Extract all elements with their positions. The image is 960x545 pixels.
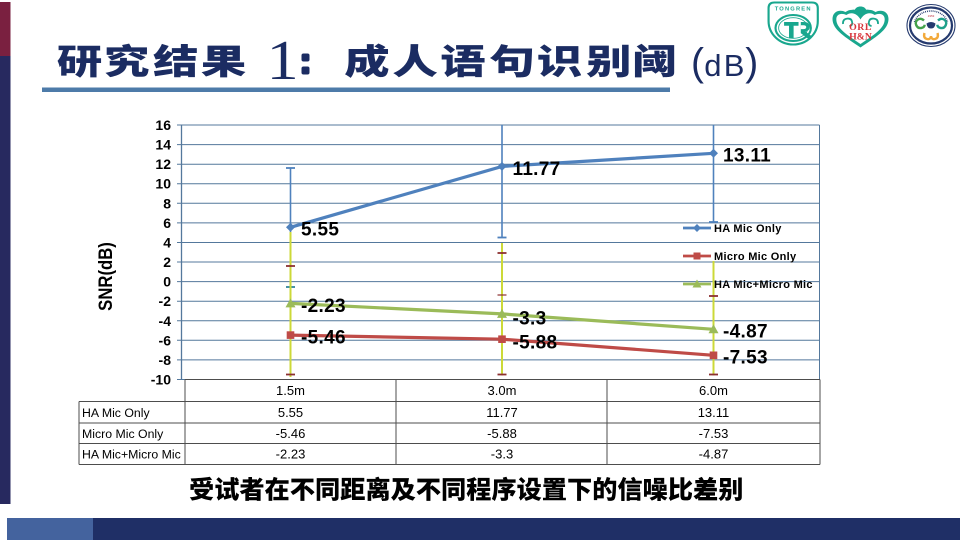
svg-text:-4: -4 xyxy=(159,313,172,329)
svg-text:ORL: ORL xyxy=(849,22,872,33)
svg-text:-5.88: -5.88 xyxy=(513,332,558,353)
svg-text:8: 8 xyxy=(163,195,171,211)
svg-text:-5.46: -5.46 xyxy=(276,426,306,441)
svg-text:-10: -10 xyxy=(151,372,171,388)
svg-text:Micro Mic Only: Micro Mic Only xyxy=(82,427,164,441)
svg-text:3.0m: 3.0m xyxy=(488,383,517,398)
svg-text:Micro Mic Only: Micro Mic Only xyxy=(714,251,797,263)
svg-text:(: ( xyxy=(691,42,704,85)
svg-text:13.11: 13.11 xyxy=(698,405,730,420)
svg-text:14: 14 xyxy=(155,137,171,153)
svg-text:1.5m: 1.5m xyxy=(276,383,305,398)
svg-text:-7.53: -7.53 xyxy=(723,348,768,369)
svg-text:2: 2 xyxy=(163,254,171,270)
svg-text:-5.88: -5.88 xyxy=(487,426,517,441)
svg-text:-7.53: -7.53 xyxy=(699,426,729,441)
svg-text:5.55: 5.55 xyxy=(278,405,303,420)
svg-text:HA Mic Only: HA Mic Only xyxy=(714,223,782,235)
svg-text:H&N: H&N xyxy=(849,32,872,43)
svg-text:1953: 1953 xyxy=(928,14,935,18)
svg-text:12: 12 xyxy=(155,156,171,172)
svg-text:1: 1 xyxy=(267,30,299,92)
svg-text:16: 16 xyxy=(155,117,171,133)
svg-text:-4.87: -4.87 xyxy=(723,322,768,343)
svg-text:-2.23: -2.23 xyxy=(301,296,346,317)
svg-text:11.77: 11.77 xyxy=(486,405,518,420)
svg-text:d: d xyxy=(704,48,721,83)
svg-text:0: 0 xyxy=(163,274,171,290)
svg-text:HA Mic+Micro Mic: HA Mic+Micro Mic xyxy=(714,279,813,291)
svg-text:-2: -2 xyxy=(159,293,172,309)
svg-text:5.55: 5.55 xyxy=(301,220,339,241)
svg-text:13.11: 13.11 xyxy=(723,146,771,167)
svg-text:HA Mic+Micro Mic: HA Mic+Micro Mic xyxy=(82,448,181,462)
svg-text:-2.23: -2.23 xyxy=(276,447,306,462)
svg-text:-4.87: -4.87 xyxy=(699,447,729,462)
svg-text:TONGREN: TONGREN xyxy=(775,7,812,13)
svg-text:-5.46: -5.46 xyxy=(301,328,346,349)
svg-text:4: 4 xyxy=(163,235,171,251)
svg-text:-3.3: -3.3 xyxy=(513,308,547,329)
svg-text:SNR(dB): SNR(dB) xyxy=(95,242,116,311)
svg-text:-3.3: -3.3 xyxy=(491,447,513,462)
svg-text:6: 6 xyxy=(163,215,171,231)
svg-text:-8: -8 xyxy=(159,352,172,368)
svg-text:6.0m: 6.0m xyxy=(699,383,728,398)
svg-text:HA Mic Only: HA Mic Only xyxy=(82,406,150,420)
svg-text:): ) xyxy=(745,42,758,85)
svg-text:-6: -6 xyxy=(159,332,172,348)
svg-text:B: B xyxy=(724,48,745,83)
svg-text:10: 10 xyxy=(155,176,171,192)
svg-text:11.77: 11.77 xyxy=(513,159,561,180)
